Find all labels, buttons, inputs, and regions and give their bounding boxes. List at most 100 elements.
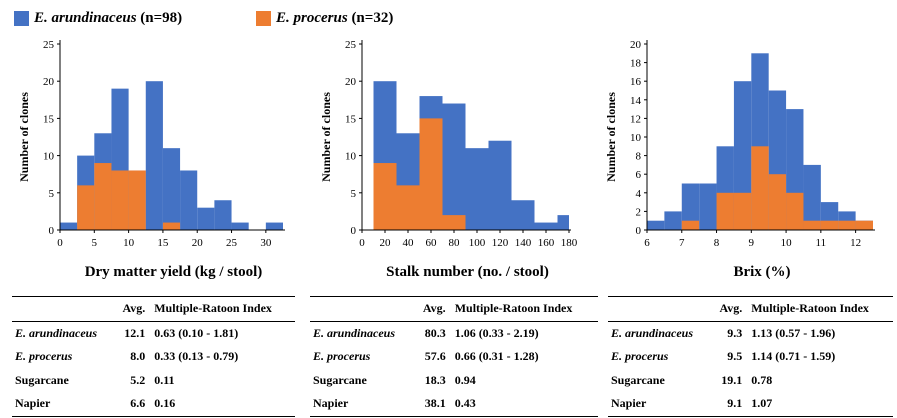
bar-procerus [442,215,466,230]
x-tick-label: 180 [561,237,578,249]
table-row: E. procerus 9.5 1.14 (0.71 - 1.59) [608,345,893,369]
y-axis-label: Number of clones [604,92,618,182]
table-row: Sugarcane 18.3 0.94 [310,369,598,393]
bar-arundinaceus [511,200,535,230]
y-tick-label: 20 [630,39,642,51]
x-tick-label: 160 [538,237,555,249]
y-tick-label: 8 [636,151,642,163]
chart-brix: 0 2 4 6 8 10 12 14 16 18 20 6 7 8 9 10 11 12 Number of clo… [604,39,875,280]
row-mri: 1.07 [748,392,893,417]
row-avg: 18.3 [424,372,446,387]
row-avg: 80.3 [424,325,446,340]
row-avg: 9.5 [727,349,743,364]
x-tick-label: 80 [449,237,461,249]
table-row: Sugarcane 19.1 0.78 [608,369,893,393]
row-label: Napier [12,392,115,417]
bar-arundinaceus [488,140,512,230]
bar-arundinaceus [557,215,569,230]
bar-arundinaceus [534,222,558,230]
bar-procerus [681,220,700,230]
x-axis-label: Brix (%) [733,264,790,280]
bar-procerus [838,220,856,230]
x-tick-label: 7 [679,237,685,249]
x-tick-label: 15 [157,237,169,249]
bar-arundinaceus [197,207,215,230]
x-axis-label: Stalk number (no. / stool) [386,264,549,280]
header-mri: Multiple-Ratoon Index [151,296,295,322]
table-row: Napier 9.1 1.07 [608,392,893,417]
header-mri: Multiple-Ratoon Index [748,296,893,322]
x-axis-label: Dry matter yield (kg / stool) [85,264,263,280]
row-avg: 5.2 [130,372,146,387]
y-tick-label: 2 [636,206,642,218]
row-label: Sugarcane [15,372,69,387]
y-axis-label: Number of clones [319,92,333,182]
bar-arundinaceus [214,200,232,230]
row-mri: 0.78 [751,372,773,387]
y-tick-label: 20 [43,76,55,88]
row-avg: 57.6 [424,349,446,364]
row-label: E. arundinaceus [15,325,98,340]
row-label: E. procerus [15,349,73,364]
row-mri: 1.14 (0.71 - 1.59) [751,349,836,364]
x-tick-label: 30 [260,237,272,249]
row-avg: 12.1 [124,325,146,340]
bar-procerus [855,220,873,230]
bar-procerus [94,163,112,230]
table-header-row: Avg. Multiple-Ratoon Index [608,296,893,322]
row-mri: 0.16 [151,392,295,417]
x-tick-label: 25 [226,237,238,249]
table-row: E. arundinaceus 12.1 0.63 (0.10 - 1.81) [12,321,295,345]
x-tick-label: 100 [469,237,486,249]
y-tick-label: 25 [345,39,357,51]
x-tick-label: 120 [492,237,509,249]
row-mri: 0.66 (0.31 - 1.28) [454,349,539,364]
bar-arundinaceus [647,220,665,230]
row-avg: 9.1 [711,392,749,417]
y-tick-label: 10 [43,151,55,163]
legend-count-procerus: (n=32) [351,9,394,26]
bar-arundinaceus [442,103,466,230]
y-tick-label: 0 [49,225,55,237]
row-avg: 9.3 [727,325,743,340]
legend-swatch-procerus [256,10,271,26]
table-row: E. procerus 8.0 0.33 (0.13 - 0.79) [12,345,295,369]
header-avg: Avg. [414,296,452,322]
row-avg: 8.0 [130,349,146,364]
legend-label-arundinaceus: E. arundinaceus [34,9,137,26]
row-avg: 19.1 [721,372,743,387]
bar-procerus [768,174,787,230]
x-tick-label: 12 [850,237,861,249]
x-tick-label: 11 [816,237,827,249]
bar-procerus [751,146,769,230]
bar-arundinaceus [162,148,181,230]
legend-item-arundinaceus: E. arundinaceus (n=98) [14,6,182,30]
bar-procerus [128,170,146,230]
table-row: E. procerus 57.6 0.66 (0.31 - 1.28) [310,345,598,369]
y-tick-label: 16 [630,76,642,88]
bar-procerus [786,192,804,230]
legend-count-arundinaceus: (n=98) [140,9,183,26]
bar-procerus [373,163,397,230]
stats-table-stalk-number: Avg. Multiple-Ratoon Index E. arundinace… [310,296,598,417]
y-tick-label: 20 [345,76,357,88]
row-avg: 38.1 [414,392,452,417]
bar-procerus [111,170,129,230]
bar-arundinaceus [681,183,700,230]
legend-item-procerus: E. procerus (n=32) [256,6,393,30]
row-label: Sugarcane [313,372,367,387]
legend-swatch-arundinaceus [14,10,29,26]
x-tick-label: 20 [192,237,204,249]
x-tick-label: 8 [714,237,720,249]
x-tick-label: 0 [359,237,365,249]
row-label: Sugarcane [611,372,665,387]
bar-procerus [396,185,420,230]
chart-dry-matter-yield: 0 5 10 15 20 25 0 5 10 15 20 25 30 Number of clones Dr… [17,39,285,280]
y-axis-label: Number of clones [17,92,31,182]
y-tick-label: 5 [49,188,55,200]
bar-procerus [716,192,734,230]
stats-table-dry-matter: Avg. Multiple-Ratoon Index E. arundinace… [12,296,295,417]
x-tick-label: 60 [426,237,438,249]
row-mri: 1.06 (0.33 - 2.19) [454,325,539,340]
row-mri: 0.11 [154,372,175,387]
